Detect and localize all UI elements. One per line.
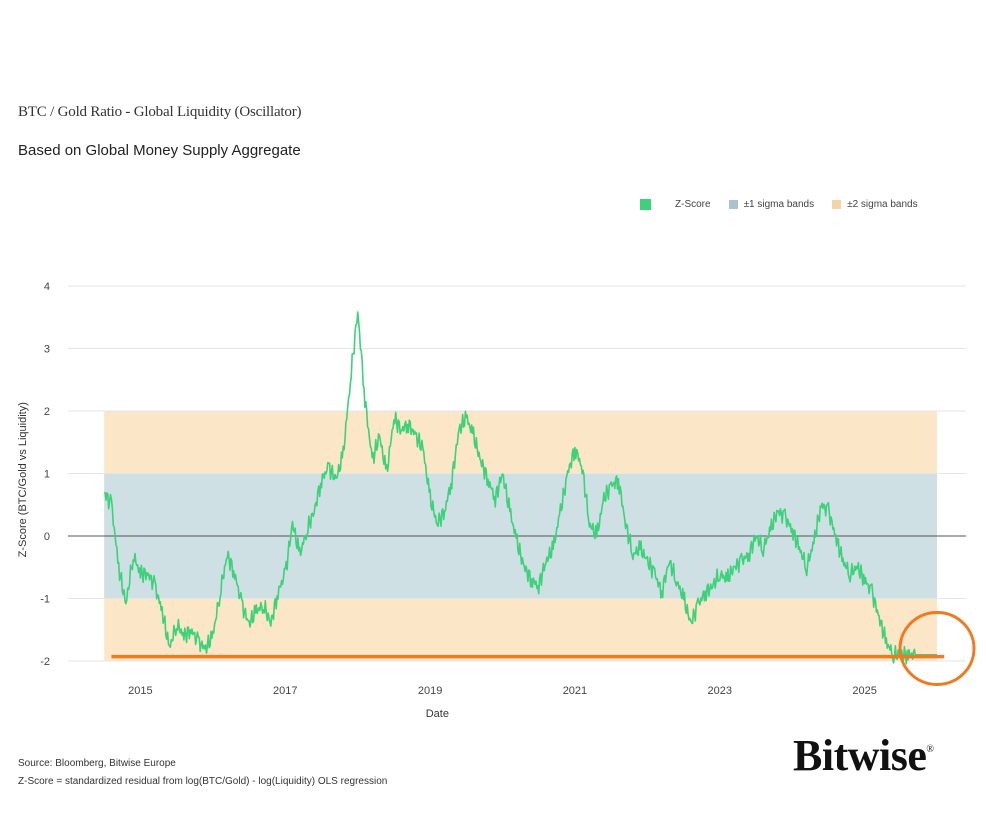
legend-swatch-sigma2: [832, 200, 842, 209]
chart-title: BTC / Gold Ratio - Global Liquidity (Osc…: [18, 104, 302, 120]
legend-swatch-zscore: [640, 199, 651, 210]
chart-legend: Z-Score ±1 sigma bands ±2 sigma bands: [640, 199, 936, 210]
x-tick-label: 2017: [273, 685, 297, 697]
source-note: Source: Bloomberg, Bitwise Europe: [18, 758, 176, 769]
x-tick-label: 2025: [852, 685, 876, 697]
highlight-annotations: [111, 611, 976, 686]
legend-label-zscore: Z-Score: [675, 199, 711, 210]
x-axis-label: Date: [426, 708, 449, 720]
grid-lines: [68, 285, 966, 662]
bitwise-logo: Bitwise®: [793, 730, 934, 781]
chart-subtitle: Based on Global Money Supply Aggregate: [18, 142, 301, 159]
logo-text: Bitwise: [793, 731, 927, 780]
y-axis-ticks: 4 3 2 1 0 -1 -2: [40, 281, 50, 668]
zscore-line: [103, 311, 937, 665]
highlight-circle: [898, 611, 976, 686]
y-tick-label: 4: [44, 281, 50, 293]
method-note: Z-Score = standardized residual from log…: [18, 776, 388, 787]
x-tick-label: 2019: [418, 685, 442, 697]
y-tick-label: 0: [44, 531, 50, 543]
y-axis-label: Z-Score (BTC/Gold vs Liquidity): [17, 402, 29, 557]
x-tick-label: 2015: [128, 685, 152, 697]
y-tick-label: -1: [40, 594, 50, 606]
x-axis-ticks: 2015 2017 2019 2021 2023 2025: [128, 685, 877, 697]
legend-label-sigma2: ±2 sigma bands: [847, 199, 918, 210]
x-tick-label: 2021: [563, 685, 587, 697]
y-tick-label: 1: [44, 469, 50, 481]
legend-item-sigma2: ±2 sigma bands: [847, 199, 918, 210]
legend-item-zscore: Z-Score: [675, 199, 711, 210]
logo-registered-mark: ®: [926, 744, 934, 755]
zscore-series: [103, 311, 937, 665]
legend-swatch-sigma1: [728, 200, 738, 209]
y-tick-label: 2: [44, 406, 50, 418]
legend-label-sigma1: ±1 sigma bands: [743, 199, 815, 210]
y-tick-label: 3: [44, 344, 50, 356]
legend-item-sigma1: ±1 sigma bands: [744, 199, 815, 210]
y-tick-label: -2: [40, 656, 50, 668]
x-tick-label: 2023: [708, 685, 732, 697]
